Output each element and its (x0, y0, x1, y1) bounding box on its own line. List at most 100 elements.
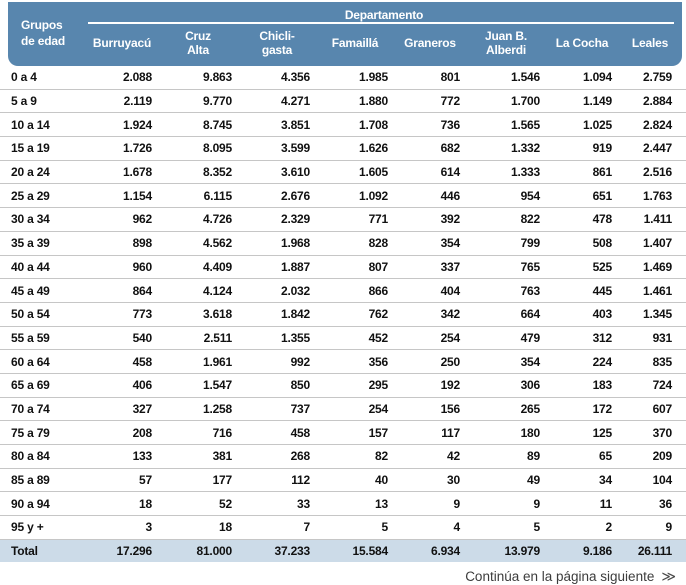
table-body: 0 a 4 2.088 9.863 4.356 1.985 801 1.546 1.094 2.… (0, 66, 686, 540)
table-cell: 737 (290, 401, 311, 416)
age-group-label: 85 a 89 (11, 473, 50, 488)
table-cell: 1.961 (202, 354, 232, 369)
table-cell: 2.447 (642, 141, 672, 156)
age-group-label: 20 a 24 (11, 165, 50, 180)
table-cell: 1.332 (510, 141, 540, 156)
table-cell: 312 (592, 330, 613, 345)
column-header: Famaillá (331, 35, 379, 50)
table-cell: 9 (533, 496, 541, 511)
total-cell: 37.233 (274, 544, 310, 558)
total-cell: 9.186 (582, 544, 612, 558)
table-cell: 3 (145, 520, 153, 535)
table-cell: 3.599 (280, 141, 310, 156)
table-row: 20 a 24 1.678 8.352 3.610 1.605 614 1.333 861 2.… (0, 161, 686, 185)
table-row: 5 a 9 2.119 9.770 4.271 1.880 772 1.700 1.149 2.… (0, 90, 686, 114)
department-band-label: Departamento (344, 8, 424, 22)
table-row: 15 a 19 1.726 8.095 3.599 1.626 682 1.332 919 2.… (0, 137, 686, 161)
age-group-label: 90 a 94 (11, 496, 50, 511)
table-cell: 406 (132, 378, 153, 393)
table-cell: 1.726 (122, 141, 152, 156)
continuation-note: Continúa en la página siguiente ≫ (0, 568, 676, 585)
table-cell: 89 (527, 449, 540, 464)
table-cell: 30 (447, 473, 460, 488)
table-cell: 327 (132, 401, 153, 416)
table-cell: 850 (290, 378, 311, 393)
table-cell: 133 (132, 449, 153, 464)
table-cell: 65 (599, 449, 612, 464)
table-cell: 2.884 (642, 94, 672, 109)
age-group-label: 5 a 9 (11, 94, 37, 109)
table-cell: 183 (592, 378, 613, 393)
table-cell: 772 (440, 94, 461, 109)
table-cell: 34 (599, 473, 612, 488)
group-column-header: Grupos de edad (21, 18, 65, 48)
table-cell: 2.516 (642, 165, 672, 180)
table-cell: 1.469 (642, 259, 672, 274)
table-cell: 1.626 (358, 141, 388, 156)
table-cell: 919 (592, 141, 613, 156)
table-cell: 224 (592, 354, 613, 369)
table-cell: 682 (440, 141, 461, 156)
table-cell: 716 (212, 425, 233, 440)
age-group-label: 40 a 44 (11, 259, 50, 274)
table-cell: 381 (212, 449, 233, 464)
table-cell: 1.968 (280, 236, 310, 251)
table-cell: 1.094 (582, 70, 612, 85)
table-cell: 478 (592, 212, 613, 227)
age-group-label: 70 a 74 (11, 401, 50, 416)
table-cell: 822 (520, 212, 541, 227)
table-cell: 112 (291, 473, 310, 488)
table-cell: 1.605 (358, 165, 388, 180)
table-cell: 2.824 (642, 117, 672, 132)
table-row: 0 a 4 2.088 9.863 4.356 1.985 801 1.546 1.094 2.… (0, 66, 686, 90)
table-cell: 607 (652, 401, 673, 416)
table-cell: 4 (453, 520, 461, 535)
table-cell: 2.119 (123, 94, 153, 109)
table-cell: 11 (599, 496, 612, 511)
table-cell: 117 (441, 425, 460, 440)
age-group-label: 65 a 69 (11, 378, 50, 393)
table-cell: 354 (520, 354, 541, 369)
table-cell: 2.032 (280, 283, 310, 298)
table-cell: 1.880 (358, 94, 388, 109)
table-cell: 192 (440, 378, 461, 393)
age-group-label: 55 a 59 (11, 330, 50, 345)
table-cell: 7 (303, 520, 311, 535)
table-cell: 1.407 (642, 236, 672, 251)
age-group-label: 75 a 79 (11, 425, 50, 440)
table-row: 80 a 84 133 381 268 82 42 89 65 209 (0, 445, 686, 469)
table-cell: 614 (440, 165, 461, 180)
table-cell: 446 (440, 188, 461, 203)
table-cell: 763 (520, 283, 541, 298)
table-cell: 180 (520, 425, 541, 440)
table-cell: 866 (368, 283, 389, 298)
table-cell: 1.461 (642, 283, 672, 298)
continuation-text: Continúa en la página siguiente (465, 569, 655, 585)
table-cell: 1.546 (510, 70, 540, 85)
table-cell: 156 (440, 401, 461, 416)
table-cell: 1.547 (202, 378, 232, 393)
department-underline (88, 22, 674, 24)
table-row: 95 y + 3 18 7 5 4 5 2 9 (0, 516, 686, 540)
table-cell: 1.887 (280, 259, 310, 274)
table-cell: 1.092 (358, 188, 388, 203)
age-group-label: 50 a 54 (11, 307, 50, 322)
table-cell: 458 (132, 354, 153, 369)
table-cell: 1.985 (358, 70, 388, 85)
table-cell: 9 (453, 496, 461, 511)
table-cell: 771 (368, 212, 389, 227)
table-cell: 801 (440, 70, 461, 85)
table-cell: 864 (132, 283, 153, 298)
table-cell: 1.763 (642, 188, 672, 203)
table-cell: 1.333 (510, 165, 540, 180)
age-group-label: 10 a 14 (11, 117, 50, 132)
table-cell: 4.409 (202, 259, 232, 274)
table-cell: 8.352 (202, 165, 232, 180)
table-cell: 1.678 (122, 165, 152, 180)
total-cell: 15.584 (352, 544, 388, 558)
table-row: 55 a 59 540 2.511 1.355 452 254 479 312 931 (0, 327, 686, 351)
table-cell: 3.618 (202, 307, 232, 322)
table-row: 45 a 49 864 4.124 2.032 866 404 763 445 1.461 (0, 279, 686, 303)
table-cell: 4.562 (202, 236, 232, 251)
table-cell: 392 (440, 212, 461, 227)
